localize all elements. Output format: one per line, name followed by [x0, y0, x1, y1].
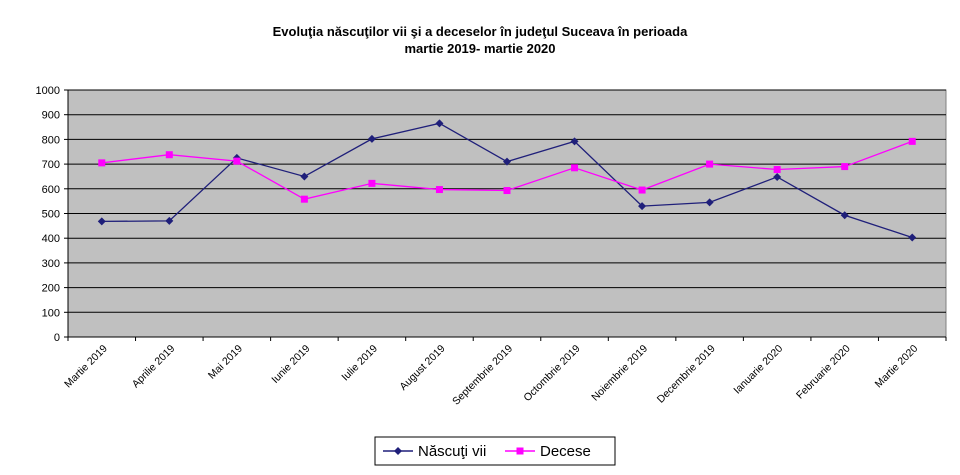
data-point	[706, 160, 714, 168]
y-tick-label: 100	[42, 307, 60, 319]
data-point	[233, 157, 241, 165]
data-point	[165, 216, 174, 225]
data-point	[300, 195, 308, 203]
y-tick-label: 400	[42, 233, 60, 245]
legend-marker	[394, 447, 402, 455]
chart-subtitle: martie 2019- martie 2020	[404, 41, 556, 56]
y-tick-label: 900	[42, 110, 60, 122]
data-point	[705, 198, 714, 207]
x-tick-label: Mai 2019	[206, 343, 245, 382]
data-point	[435, 119, 444, 128]
x-tick-label: Decembrie 2019	[655, 343, 718, 406]
data-point	[773, 172, 782, 181]
x-tick-label: Martie 2020	[873, 343, 921, 391]
y-tick-label: 800	[42, 134, 60, 146]
x-tick-label: Februarie 2020	[794, 343, 853, 402]
chart-title: Evoluţia născuţilor vii şi a deceselor î…	[272, 24, 688, 39]
data-point	[773, 166, 781, 174]
x-tick-label: Iunie 2019	[269, 343, 312, 386]
data-point	[98, 159, 106, 167]
x-tick-label: August 2019	[397, 343, 447, 393]
x-tick-label: Septembrie 2019	[450, 343, 515, 408]
y-tick-label: 500	[42, 209, 60, 221]
y-tick-label: 700	[42, 159, 60, 171]
data-point	[638, 186, 646, 194]
data-point	[570, 137, 579, 146]
legend-marker	[516, 447, 524, 455]
x-tick-label: Martie 2019	[62, 343, 110, 391]
data-point	[503, 187, 511, 195]
y-tick-label: 600	[42, 184, 60, 196]
y-tick-label: 200	[42, 283, 60, 295]
y-tick-label: 0	[54, 332, 60, 344]
data-point	[503, 157, 511, 166]
data-point	[368, 179, 376, 187]
data-point	[908, 137, 916, 145]
x-tick-label: Octombrie 2019	[521, 343, 582, 404]
legend	[374, 436, 616, 466]
data-point	[367, 134, 376, 143]
y-tick-label: 300	[42, 258, 60, 270]
y-tick-label: 1000	[36, 85, 60, 97]
data-point	[165, 151, 173, 159]
data-point	[638, 202, 647, 211]
data-point	[97, 217, 106, 226]
x-tick-label: Iulie 2019	[339, 343, 380, 384]
legend-label: Decese	[540, 443, 591, 460]
data-point	[840, 211, 849, 220]
data-point	[300, 172, 309, 181]
x-tick-label: Noiembrie 2019	[589, 343, 650, 404]
legend-label: Născuţi vii	[418, 443, 486, 460]
data-point	[841, 163, 849, 171]
data-point	[571, 164, 579, 172]
x-tick-label: Aprilie 2019	[130, 343, 178, 391]
data-point	[908, 233, 917, 242]
x-tick-label: Ianuarie 2020	[731, 343, 785, 397]
data-point	[435, 186, 443, 194]
